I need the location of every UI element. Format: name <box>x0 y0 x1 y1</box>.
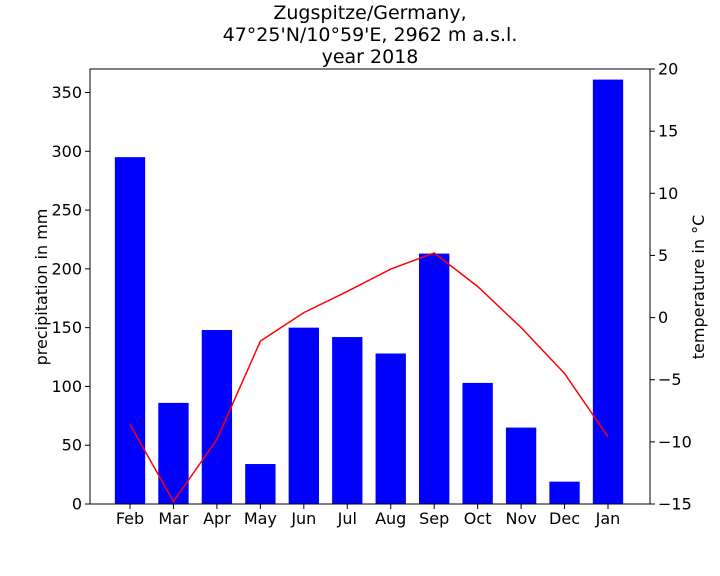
x-tick-label-sep: Sep <box>419 509 449 528</box>
bar-jan <box>592 79 624 504</box>
x-tick-label-aug: Aug <box>375 509 406 528</box>
y2-axis-label: temperature in °C <box>689 215 708 360</box>
bar-aug <box>375 353 406 504</box>
y-tick-label-100: 100 <box>51 377 82 396</box>
x-tick-label-jul: Jul <box>337 509 357 528</box>
bar-oct <box>462 382 493 504</box>
bar-mar <box>158 402 189 504</box>
y2-tick-label-0: 0 <box>658 308 668 327</box>
x-tick-label-jan: Jan <box>595 509 621 528</box>
y2-tick-label-10: 10 <box>658 184 678 203</box>
x-tick-label-may: May <box>244 509 277 528</box>
x-tick-label-feb: Feb <box>116 509 144 528</box>
y-tick-label-350: 350 <box>51 83 82 102</box>
temperature-line <box>129 252 609 503</box>
y-tick-label-250: 250 <box>51 201 82 220</box>
x-tick-label-mar: Mar <box>158 509 189 528</box>
x-tick-label-jun: Jun <box>290 509 316 528</box>
bar-sep <box>419 253 450 504</box>
chart-title-line-3: year 2018 <box>321 46 419 68</box>
temperature-series-line <box>129 252 609 503</box>
chart-title-line-1: Zugspitze/Germany, <box>273 2 467 24</box>
bar-may <box>245 464 276 504</box>
y2-tick-label-15: 15 <box>658 122 678 141</box>
y2-tick-label--10: −10 <box>658 432 692 451</box>
y2-tick-label--5: −5 <box>658 370 682 389</box>
precipitation-bars <box>114 79 624 505</box>
bar-nov <box>505 427 537 504</box>
y-tick-label-300: 300 <box>51 142 82 161</box>
y-tick-label-150: 150 <box>51 318 82 337</box>
x-tick-label-nov: Nov <box>505 509 536 528</box>
plot-frame <box>89 68 651 505</box>
x-tick-label-oct: Oct <box>464 509 492 528</box>
y-tick-label-0: 0 <box>72 495 82 514</box>
axes: Feb Mar Apr May Jun Jul Aug Sep Oct Nov Dec Jan0501… <box>51 60 691 529</box>
x-tick-label-dec: Dec <box>549 509 580 528</box>
y2-tick-label--15: −15 <box>658 495 692 514</box>
y-tick-label-50: 50 <box>62 436 82 455</box>
bar-dec <box>549 481 580 504</box>
y-tick-label-200: 200 <box>51 259 82 278</box>
y-axis-label: precipitation in mm <box>32 209 51 366</box>
bar-feb <box>114 157 146 505</box>
x-tick-label-apr: Apr <box>203 509 231 528</box>
bar-jun <box>288 327 319 504</box>
bar-jul <box>332 337 363 504</box>
y2-tick-label-20: 20 <box>658 60 678 79</box>
chart-title-line-2: 47°25'N/10°59'E, 2962 m a.s.l. <box>222 24 518 46</box>
y2-tick-label-5: 5 <box>658 246 668 265</box>
